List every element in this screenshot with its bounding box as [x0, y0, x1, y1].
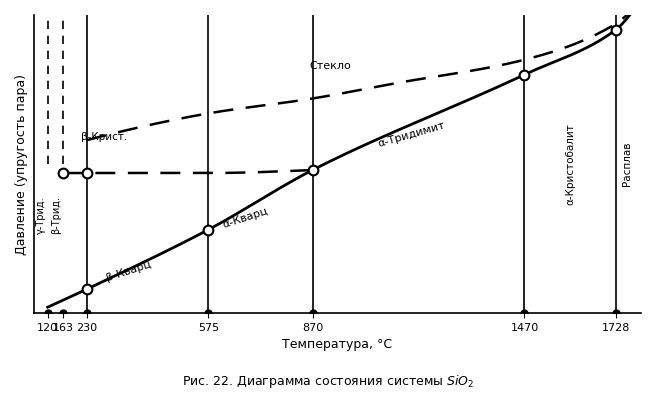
Y-axis label: Давление (упругость пара): Давление (упругость пара) [15, 74, 28, 255]
Text: γ-Трид.: γ-Трид. [35, 196, 46, 234]
Text: β-Трид.: β-Трид. [51, 196, 61, 234]
Text: α-Кварц: α-Кварц [222, 206, 270, 230]
Text: β-Кварц: β-Кварц [105, 259, 153, 283]
Text: α-Кристобалит: α-Кристобалит [565, 123, 575, 205]
Text: Расплав: Расплав [622, 142, 632, 186]
Text: β-Крист.: β-Крист. [81, 132, 127, 142]
X-axis label: Температура, °C: Температура, °C [282, 338, 392, 351]
Text: Рис. 22. Диаграмма состояния системы $SiO_2$: Рис. 22. Диаграмма состояния системы $Si… [182, 373, 474, 390]
Text: α-Тридимит: α-Тридимит [377, 120, 446, 149]
Text: Стекло: Стекло [310, 61, 351, 71]
